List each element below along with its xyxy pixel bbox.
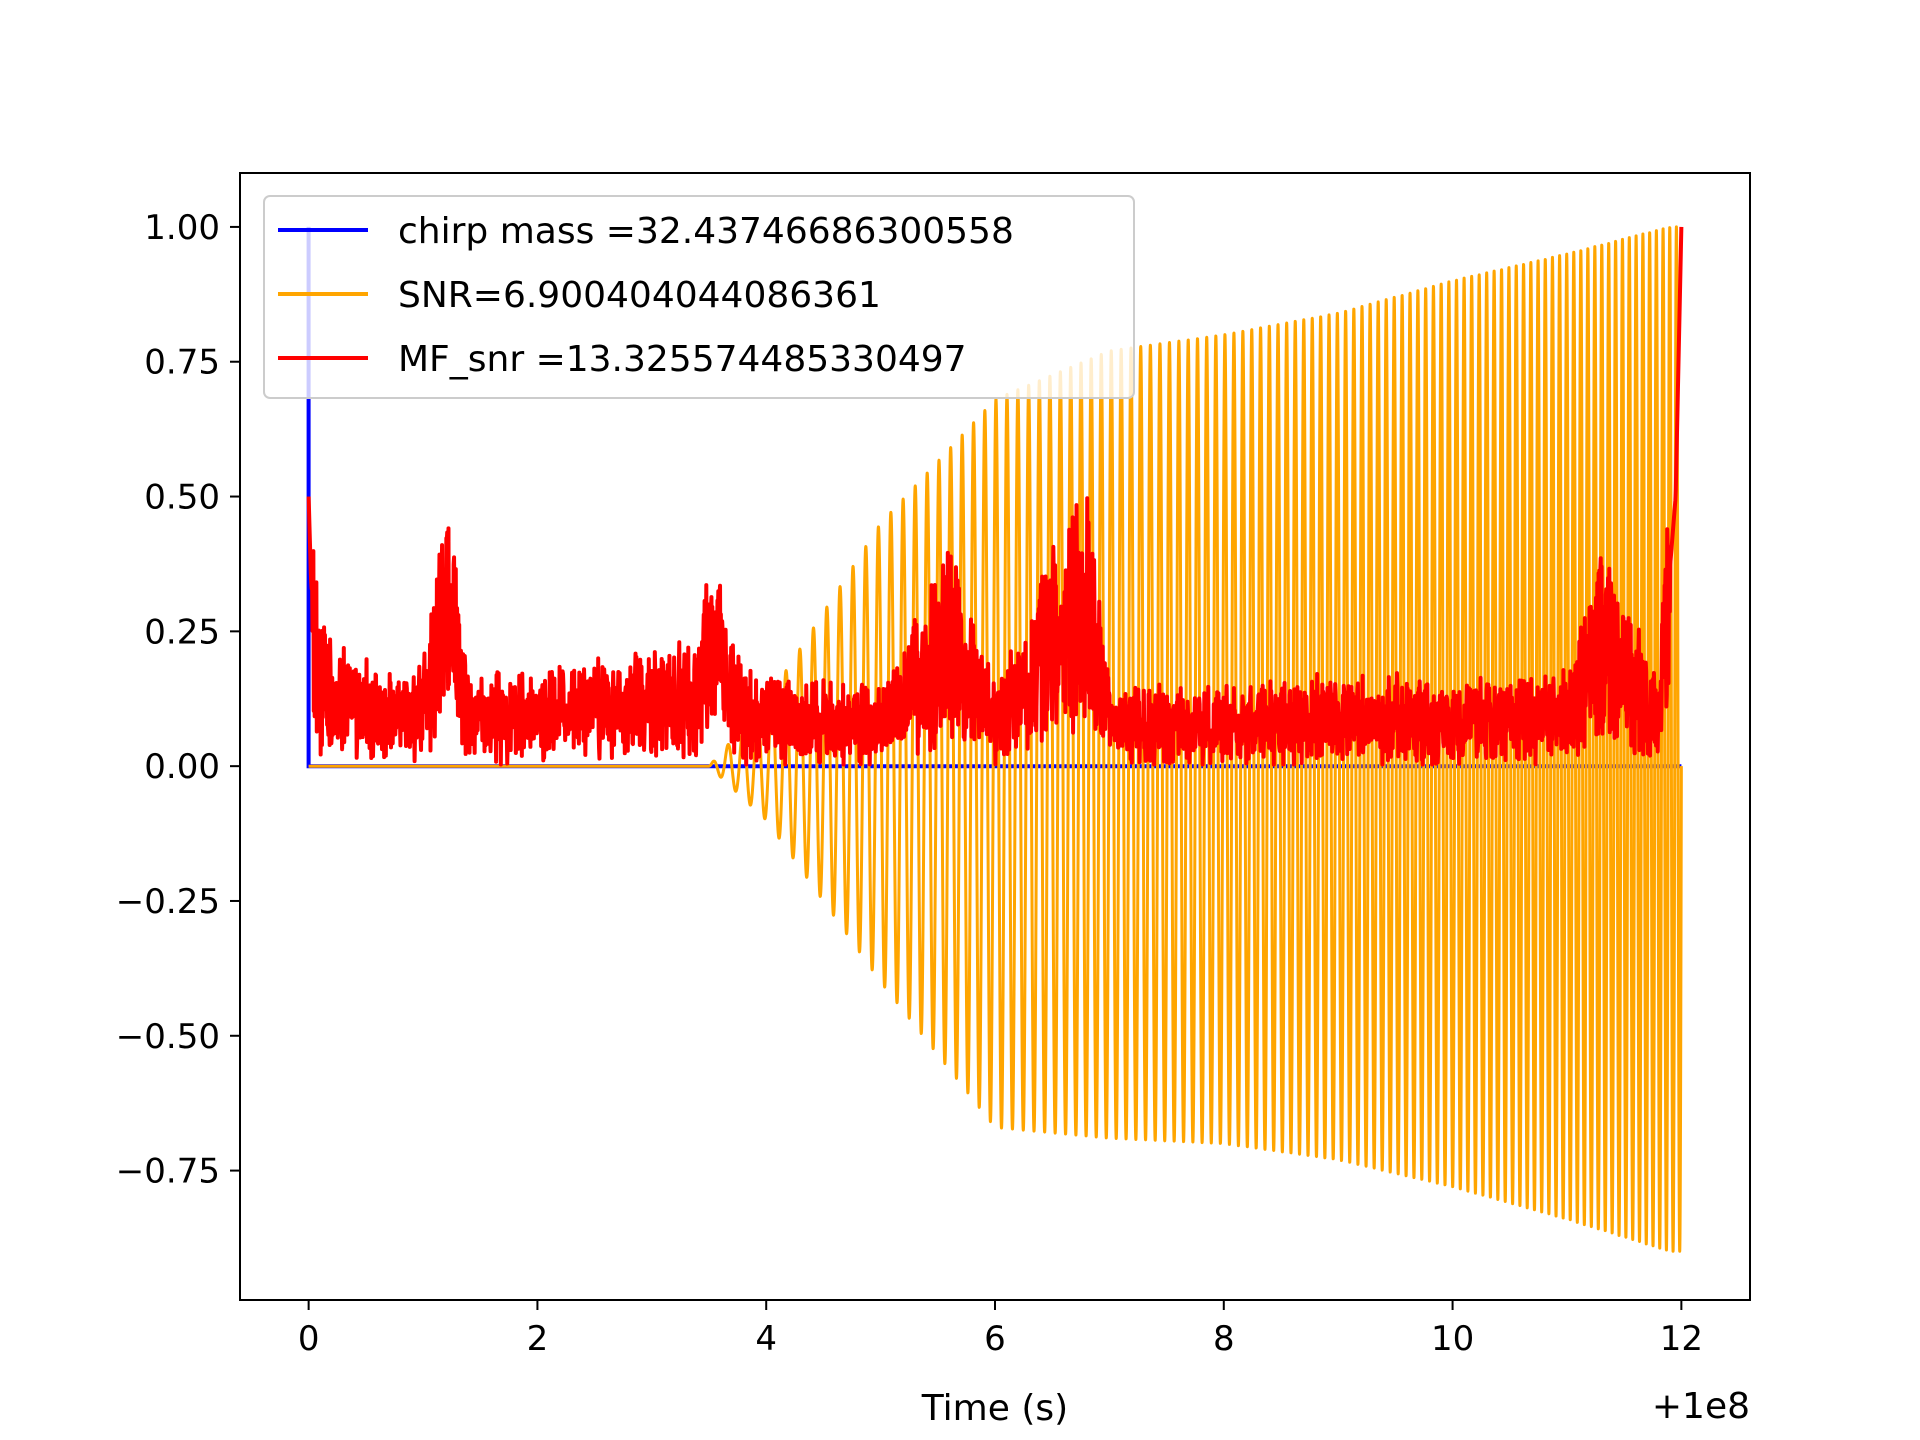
series-line-mf-snr (306, 226, 1684, 767)
x-axis: 0 2 4 6 8 10 12 (298, 1300, 1703, 1359)
y-tick-label: 0.25 (144, 612, 220, 652)
y-tick-label: 0.50 (144, 478, 220, 518)
y-tick-label: −0.50 (116, 1017, 220, 1057)
legend-entry: MF_snr =13.325574485330497 (398, 339, 967, 380)
series-line-snr (308, 225, 1683, 1253)
y-tick-label: 0.75 (144, 343, 220, 383)
y-tick-label: 1.00 (144, 208, 220, 248)
x-tick-label: 6 (984, 1319, 1006, 1359)
legend: chirp mass =32.43746686300558 SNR=6.90040… (263, 195, 1135, 399)
x-tick-label: 12 (1660, 1319, 1703, 1359)
x-tick-label: 0 (298, 1319, 320, 1359)
legend-box (263, 195, 1135, 399)
x-tick-label: 10 (1431, 1319, 1474, 1359)
x-axis-label: Time (s) (921, 1388, 1068, 1429)
legend-entry: chirp mass =32.43746686300558 (398, 211, 1014, 252)
y-tick-label: 0.00 (144, 747, 220, 787)
legend-entry: SNR=6.900404044086361 (398, 275, 881, 316)
y-axis: 1.00 0.75 0.50 0.25 0.00 −0.25 −0.50 −0.75 (116, 208, 240, 1192)
y-tick-label: −0.75 (116, 1152, 220, 1192)
x-tick-label: 4 (755, 1319, 777, 1359)
x-offset-label: +1e8 (1652, 1386, 1750, 1427)
x-tick-label: 2 (527, 1319, 549, 1359)
y-tick-label: −0.25 (116, 882, 220, 922)
plot-area (306, 225, 1684, 1253)
x-tick-label: 8 (1213, 1319, 1235, 1359)
